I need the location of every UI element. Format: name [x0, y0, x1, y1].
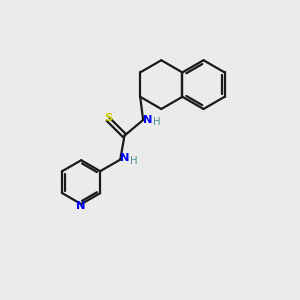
Text: S: S: [104, 113, 112, 123]
Text: N: N: [143, 115, 152, 125]
Text: N: N: [76, 201, 86, 211]
Text: N: N: [120, 153, 130, 163]
Text: H: H: [153, 117, 160, 127]
Text: H: H: [130, 156, 137, 166]
